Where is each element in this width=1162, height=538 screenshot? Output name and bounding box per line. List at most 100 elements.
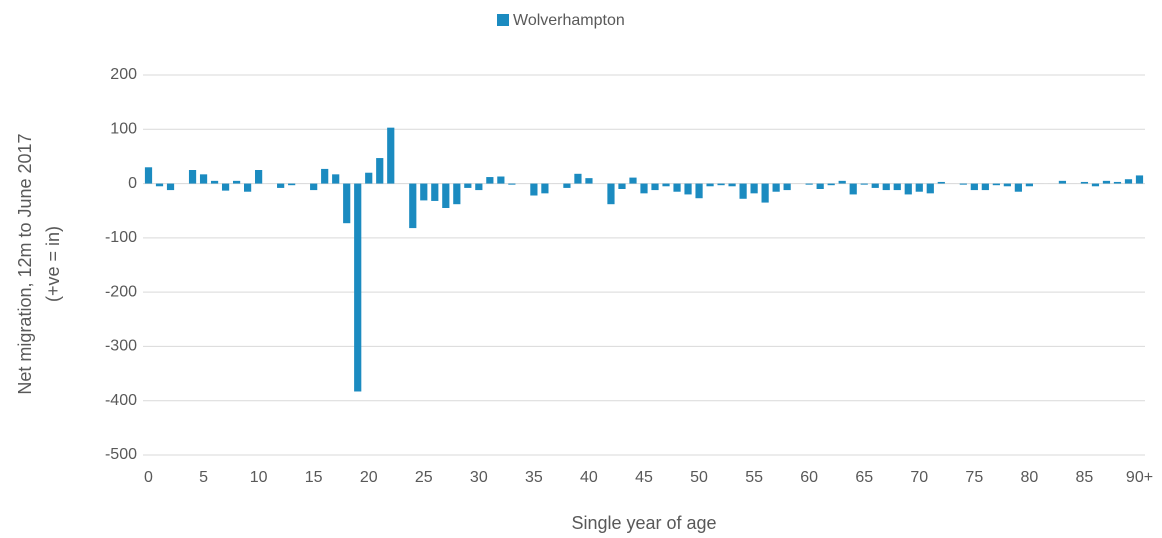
bar (959, 183, 967, 185)
y-axis-title-line: (+ve = in) (43, 226, 63, 302)
bar (409, 183, 417, 229)
bar (453, 183, 461, 205)
bar (585, 178, 593, 184)
bar (475, 183, 483, 191)
bar (332, 174, 340, 184)
x-tick-label: 85 (1076, 469, 1094, 486)
bar (199, 174, 208, 184)
y-tick-label: 100 (110, 121, 137, 138)
x-tick-label: 70 (910, 469, 928, 486)
bar (541, 183, 549, 194)
bar (761, 183, 769, 203)
bar (354, 183, 362, 392)
bar (783, 183, 791, 191)
bar (1135, 175, 1144, 184)
y-tick-label: 0 (128, 175, 137, 192)
bar (442, 183, 450, 208)
bar (155, 183, 164, 187)
x-tick-label: 25 (415, 469, 433, 486)
y-tick-label: -400 (105, 392, 137, 409)
x-tick-label: 75 (965, 469, 983, 486)
x-tick-label: 20 (360, 469, 378, 486)
bar (882, 183, 890, 191)
bar (574, 173, 582, 184)
y-tick-label: -100 (105, 229, 137, 246)
x-tick-label: 35 (525, 469, 543, 486)
bar (739, 183, 747, 199)
y-tick-label: -300 (105, 338, 137, 355)
bar (244, 183, 252, 192)
bar (871, 183, 879, 188)
bar (376, 158, 384, 184)
x-tick-label: 5 (199, 469, 208, 486)
x-tick-label: 55 (745, 469, 763, 486)
bar (937, 181, 945, 184)
bar (860, 183, 868, 185)
bar (188, 170, 197, 184)
bar (310, 183, 318, 191)
bar (563, 183, 571, 188)
x-tick-label: 30 (470, 469, 488, 486)
bar (651, 183, 659, 191)
bar (255, 170, 263, 184)
bar (1080, 181, 1089, 184)
bar (662, 183, 670, 187)
bar (497, 176, 505, 184)
bar (343, 183, 351, 224)
x-tick-label: 45 (635, 469, 653, 486)
x-tick-label: 65 (855, 469, 873, 486)
x-tick-label: 0 (144, 469, 153, 486)
bar (1102, 180, 1111, 184)
bar (530, 183, 538, 196)
x-tick-label: 15 (305, 469, 323, 486)
x-tick-label: 40 (580, 469, 598, 486)
bar (750, 183, 758, 194)
bar (1124, 179, 1133, 184)
bar (816, 183, 824, 189)
bar (684, 183, 692, 195)
bar (387, 127, 395, 184)
bar (420, 183, 428, 201)
x-tick-label: 80 (1020, 469, 1038, 486)
bar (607, 183, 615, 205)
bar (1025, 183, 1033, 187)
x-tick-label: 50 (690, 469, 708, 486)
bar (772, 183, 780, 192)
bar (1014, 183, 1022, 192)
bar (717, 183, 725, 186)
bar (288, 183, 296, 186)
bar (981, 183, 989, 191)
x-tick-label: 90+ (1126, 469, 1153, 486)
bar (849, 183, 857, 195)
bar (1091, 183, 1100, 187)
legend-swatch (497, 14, 509, 26)
bar (166, 183, 175, 191)
bar (904, 183, 912, 195)
bar (1003, 183, 1011, 187)
bar (464, 183, 472, 188)
legend-label: Wolverhampton (513, 12, 625, 29)
bar (1058, 180, 1067, 184)
y-axis-title: Net migration, 12m to June 2017 (+ve = i… (15, 133, 63, 394)
bar (970, 183, 978, 191)
bar (640, 183, 648, 194)
bar (673, 183, 681, 192)
bar (277, 183, 285, 188)
bar (144, 167, 153, 184)
bar (1113, 181, 1122, 184)
x-axis-title: Single year of age (571, 513, 716, 533)
y-tick-label: -200 (105, 283, 137, 300)
bar (618, 183, 626, 189)
x-tick-label: 60 (800, 469, 818, 486)
bar (431, 183, 439, 201)
bar (827, 183, 835, 186)
bar (365, 172, 373, 184)
y-axis-title-line: Net migration, 12m to June 2017 (15, 133, 35, 394)
bar (805, 183, 813, 185)
bar (508, 183, 516, 185)
y-tick-label: -500 (105, 446, 137, 463)
y-tick-label: 200 (110, 66, 137, 83)
bar (486, 177, 494, 184)
bar (210, 180, 219, 184)
